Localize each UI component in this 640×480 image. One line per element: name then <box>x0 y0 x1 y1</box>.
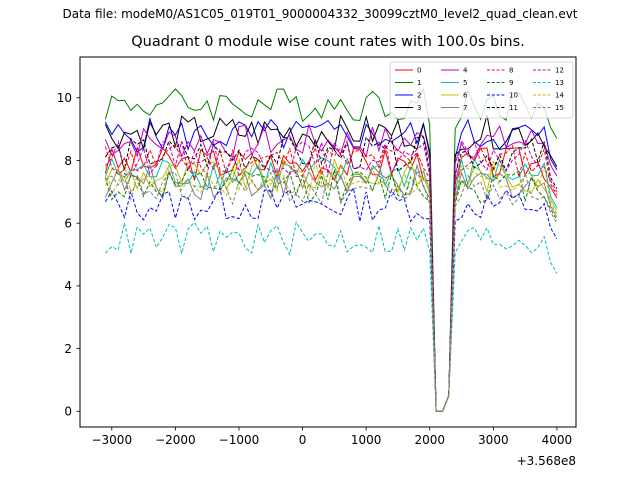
series-line-14 <box>104 161 558 412</box>
x-axis-offset-label: +3.568e8 <box>517 454 576 468</box>
legend-label-13: 13 <box>555 79 564 87</box>
y-tick-label: 4 <box>64 279 72 293</box>
legend-label-5: 5 <box>463 79 467 87</box>
y-tick-label: 10 <box>57 91 72 105</box>
legend-label-12: 12 <box>555 67 564 75</box>
legend-label-11: 11 <box>509 104 518 112</box>
series-line-2 <box>104 116 558 412</box>
legend-label-3: 3 <box>417 104 421 112</box>
legend-label-4: 4 <box>463 67 468 75</box>
y-tick-label: 0 <box>64 405 72 419</box>
legend-label-7: 7 <box>463 104 467 112</box>
legend-label-10: 10 <box>509 92 518 100</box>
series-line-13 <box>105 220 558 412</box>
legend-box <box>389 61 574 119</box>
series-line-3 <box>104 114 558 412</box>
series-line-12 <box>105 138 558 412</box>
x-tick-label: −2000 <box>155 433 196 447</box>
legend-label-0: 0 <box>417 67 421 75</box>
axes-layer: −3000 −2000 −1000 0 1000 2000 3000 4000 0 2 4 6 8 10 +… <box>57 91 576 468</box>
x-tick-label: 1000 <box>351 433 382 447</box>
x-tick-label: 3000 <box>478 433 509 447</box>
legend-label-6: 6 <box>463 92 468 100</box>
chart-title: Quadrant 0 module wise count rates with … <box>131 34 525 50</box>
series-line-7 <box>104 163 558 412</box>
x-tick-label: 0 <box>299 433 307 447</box>
series-layer <box>104 87 558 412</box>
series-line-4 <box>104 123 558 412</box>
legend-label-15: 15 <box>555 104 564 112</box>
legend-label-9: 9 <box>509 79 513 87</box>
series-line-15 <box>105 171 558 412</box>
series-line-11 <box>104 135 558 412</box>
legend-label-14: 14 <box>555 92 564 100</box>
series-line-8 <box>104 144 558 412</box>
legend-label-8: 8 <box>509 67 513 75</box>
x-tick-label: −1000 <box>219 433 260 447</box>
series-line-9 <box>104 167 558 412</box>
x-tick-label: −3000 <box>91 433 132 447</box>
plot-frame <box>79 56 577 428</box>
y-tick-label: 8 <box>64 154 72 168</box>
series-line-10 <box>104 186 558 412</box>
legend-label-1: 1 <box>417 79 421 87</box>
series-line-6 <box>104 157 558 412</box>
figure-suptitle: Data file: modeM0/AS1C05_019T01_90000043… <box>62 7 578 21</box>
legend-label-2: 2 <box>417 92 421 100</box>
y-tick-label: 6 <box>64 216 72 230</box>
x-tick-label: 4000 <box>542 433 573 447</box>
x-tick-label: 2000 <box>414 433 445 447</box>
y-tick-label: 2 <box>64 342 72 356</box>
series-line-0 <box>104 145 558 412</box>
